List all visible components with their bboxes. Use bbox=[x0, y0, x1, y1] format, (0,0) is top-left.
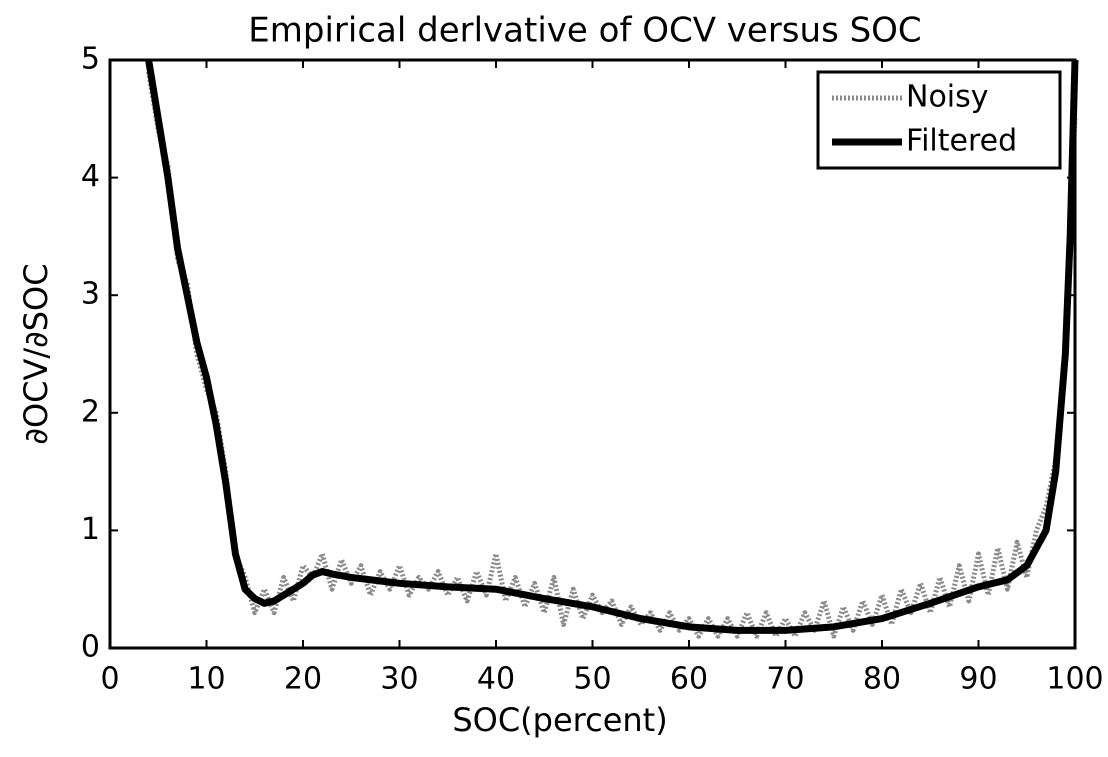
x-tick-label: 10 bbox=[187, 662, 225, 697]
x-axis-label: SOC(percent) bbox=[452, 701, 667, 739]
x-tick-label: 50 bbox=[573, 662, 611, 697]
line-series bbox=[145, 59, 1079, 634]
y-tick-label: 5 bbox=[81, 42, 100, 77]
x-tick-label: 60 bbox=[670, 662, 708, 697]
y-tick-label: 4 bbox=[81, 159, 100, 194]
x-tick-label: 0 bbox=[100, 662, 119, 697]
line-series bbox=[146, 71, 1078, 639]
y-tick-label: 0 bbox=[81, 630, 100, 665]
legend-box bbox=[816, 70, 1062, 170]
y-axis-label: ∂OCV/∂SOC bbox=[17, 263, 55, 444]
x-tick-label: 90 bbox=[959, 662, 997, 697]
x-tick-label: 100 bbox=[1046, 662, 1103, 697]
y-tick-label: 1 bbox=[81, 512, 100, 547]
x-tick-label: 80 bbox=[863, 662, 901, 697]
chart-title: Empirical derlvative of OCV versus SOC bbox=[248, 11, 921, 51]
y-tick-label: 3 bbox=[81, 277, 100, 312]
x-tick-label: 70 bbox=[766, 662, 804, 697]
y-tick-label: 2 bbox=[81, 394, 100, 429]
x-tick-label: 40 bbox=[477, 662, 515, 697]
plot-frame bbox=[108, 58, 1077, 650]
legend-label: Noisy bbox=[906, 80, 989, 115]
legend-label: Filtered bbox=[906, 124, 1017, 159]
x-tick-label: 30 bbox=[380, 662, 418, 697]
x-tick-label: 20 bbox=[284, 662, 322, 697]
